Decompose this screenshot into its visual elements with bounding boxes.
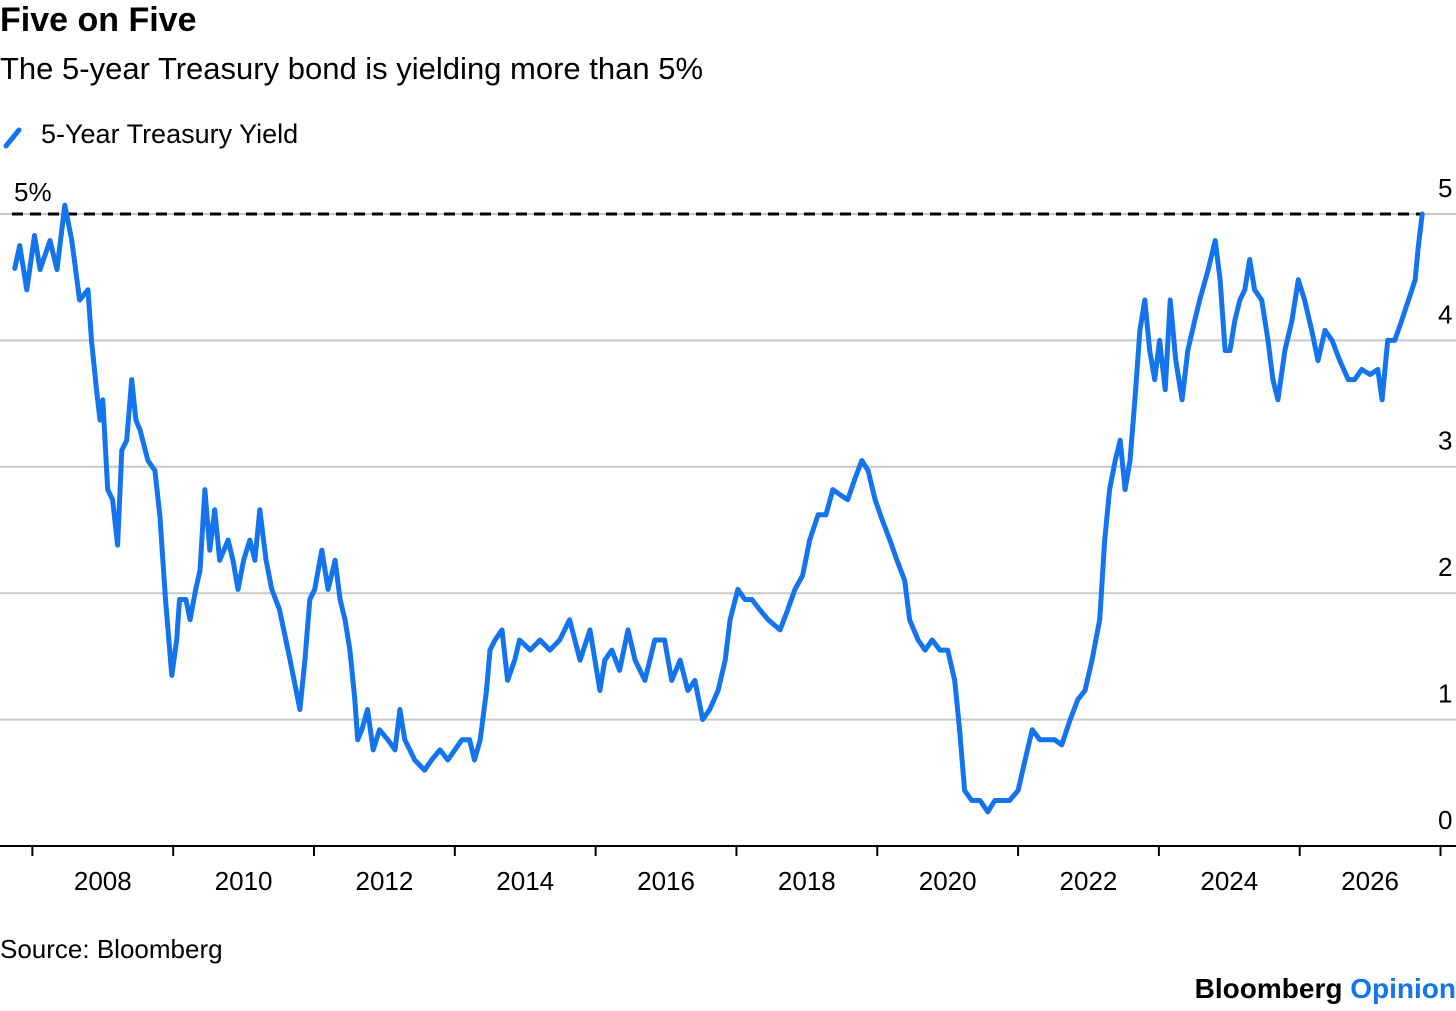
brand-name: Bloomberg xyxy=(1195,973,1343,1004)
series-line xyxy=(12,202,1425,815)
x-tick-label: 2016 xyxy=(637,866,695,896)
reference-label: 5% xyxy=(14,177,52,207)
brand: Bloomberg Opinion xyxy=(1195,973,1456,1004)
y-tick-label: 1 xyxy=(1438,678,1452,708)
brand-suffix: Opinion xyxy=(1350,973,1456,1004)
x-tick-label: 2024 xyxy=(1200,866,1258,896)
y-tick-label: 5 xyxy=(1438,173,1452,203)
legend-swatch xyxy=(3,127,22,149)
x-tick-label: 2026 xyxy=(1341,866,1399,896)
chart-subtitle: The 5-year Treasury bond is yielding mor… xyxy=(0,51,703,86)
x-tick-label: 2010 xyxy=(215,866,273,896)
x-tick-label: 2020 xyxy=(919,866,977,896)
y-tick-label: 2 xyxy=(1438,552,1452,582)
x-tick-label: 2012 xyxy=(355,866,413,896)
chart-title: Five on Five xyxy=(0,1,197,39)
y-tick-label: 4 xyxy=(1438,299,1452,329)
y-tick-label: 3 xyxy=(1438,426,1452,456)
x-tick-label: 2018 xyxy=(778,866,836,896)
legend-label: 5-Year Treasury Yield xyxy=(41,119,298,149)
x-tick-label: 2022 xyxy=(1060,866,1118,896)
source-note: Source: Bloomberg xyxy=(0,934,223,964)
x-tick-label: 2014 xyxy=(496,866,554,896)
x-tick-label: 2008 xyxy=(74,866,132,896)
y-tick-label: 0 xyxy=(1438,805,1452,835)
